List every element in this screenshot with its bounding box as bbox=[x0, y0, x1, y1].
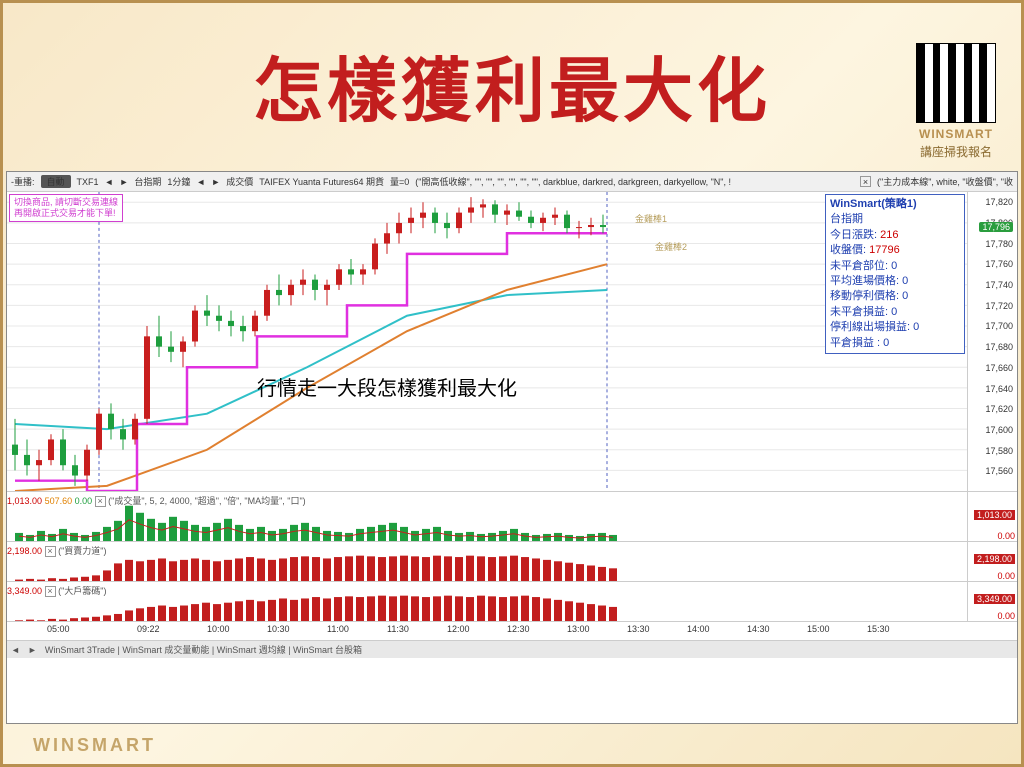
y-tick: 17,760 bbox=[985, 259, 1013, 269]
panel-row: 平均進場價格: 0 bbox=[830, 274, 960, 289]
x-tick: 09:22 bbox=[137, 624, 160, 634]
x-tick: 13:30 bbox=[627, 624, 650, 634]
nav2-next-icon[interactable]: ► bbox=[211, 177, 220, 187]
panel-row: 台指期 bbox=[830, 212, 960, 227]
x-axis: 05:00 09:22 10:00 10:30 11:00 11:30 12:00 12:30… bbox=[7, 622, 1017, 640]
scroll-left-icon[interactable]: ◄ bbox=[11, 645, 20, 655]
nav-next-icon[interactable]: ► bbox=[119, 177, 128, 187]
x-tick: 10:30 bbox=[267, 624, 290, 634]
panel-title: WinSmart(策略1) bbox=[830, 197, 960, 212]
sub1-y-axis: 1,013.00 0.00 bbox=[967, 492, 1017, 541]
y-tick: 17,700 bbox=[985, 321, 1013, 331]
panel-row: 收盤價: 17796 bbox=[830, 243, 960, 258]
y-tick-highlight: 17,796 bbox=[979, 222, 1013, 232]
x-tick: 12:30 bbox=[507, 624, 530, 634]
indicator-desc: ("開高低收線", "", "", "", "", "", "", darkbl… bbox=[415, 175, 731, 188]
volume-subchart[interactable]: 1,013.00 507.60 0.00 × ("成交量", 5, 2, 400… bbox=[7, 492, 1017, 542]
chart-annotation: 行情走一大段怎樣獲利最大化 bbox=[257, 372, 517, 401]
chart-toolbar: -重播: 自動 TXF1 ◄ ► 台指期 1分鐘 ◄ ► 成交價 TAIFEX … bbox=[7, 172, 1017, 192]
interval-label[interactable]: 1分鐘 bbox=[167, 175, 190, 188]
y-tick: 17,640 bbox=[985, 384, 1013, 394]
panel-row: 未平倉部位: 0 bbox=[830, 259, 960, 274]
qr-block: WINSMART 講座掃我報名 bbox=[916, 43, 996, 160]
warning-line2: 再開啟正式交易才能下單! bbox=[14, 208, 118, 219]
x-tick: 05:00 bbox=[47, 624, 70, 634]
main-title: 怎樣獲利最大化 bbox=[253, 35, 771, 136]
qr-subtitle: 講座掃我報名 bbox=[916, 143, 996, 160]
sub3-y-axis: 3,349.00 0.00 bbox=[967, 582, 1017, 621]
x-tick: 13:00 bbox=[567, 624, 590, 634]
y-tick: 17,560 bbox=[985, 466, 1013, 476]
y-tick: 17,780 bbox=[985, 239, 1013, 249]
chart-application: -重播: 自動 TXF1 ◄ ► 台指期 1分鐘 ◄ ► 成交價 TAIFEX … bbox=[6, 171, 1018, 724]
source-label: TAIFEX Yuanta Futures64 期貨 bbox=[259, 175, 384, 188]
x-tick: 15:00 bbox=[807, 624, 830, 634]
x-tick: 10:00 bbox=[207, 624, 230, 634]
footer-logo: WINSMART bbox=[33, 735, 156, 756]
symbol-label[interactable]: TXF1 bbox=[77, 177, 99, 187]
nav2-prev-icon[interactable]: ◄ bbox=[196, 177, 205, 187]
x-tick: 11:00 bbox=[327, 624, 349, 634]
scroll-right-icon[interactable]: ► bbox=[28, 645, 37, 655]
nav-prev-icon[interactable]: ◄ bbox=[105, 177, 114, 187]
bottom-tabs: ◄ ► WinSmart 3Trade | WinSmart 成交量動能 | W… bbox=[7, 640, 1017, 658]
header: 怎樣獲利最大化 WINSMART 講座掃我報名 bbox=[3, 3, 1021, 168]
panel-row: 移動停利價格: 0 bbox=[830, 289, 960, 304]
x-tick: 14:30 bbox=[747, 624, 770, 634]
auto-button[interactable]: 自動 bbox=[41, 175, 71, 188]
x-tick: 12:00 bbox=[447, 624, 470, 634]
panel-row: 平倉損益 : 0 bbox=[830, 336, 960, 351]
live-label: -重播: bbox=[11, 175, 35, 188]
close-indicator-icon[interactable]: × bbox=[860, 176, 871, 187]
y-tick: 17,600 bbox=[985, 425, 1013, 435]
y-tick: 17,720 bbox=[985, 301, 1013, 311]
y-tick: 17,660 bbox=[985, 363, 1013, 373]
strategy-info-panel: WinSmart(策略1) 台指期今日漲跌: 216收盤價: 17796未平倉部… bbox=[825, 194, 965, 354]
product-label: 台指期 bbox=[134, 175, 161, 188]
right-indicator-desc: ("主力成本線", white, "收盤價", "收 bbox=[877, 175, 1013, 188]
buysell-subchart[interactable]: 2,198.00 × ("買賣力道") 2,198.00 0.00 bbox=[7, 542, 1017, 582]
warning-line1: 切換商品, 請切斷交易連線 bbox=[14, 197, 118, 208]
x-tick: 11:30 bbox=[387, 624, 409, 634]
warning-notice: 切換商品, 請切斷交易連線 再開啟正式交易才能下單! bbox=[9, 194, 123, 222]
marker-jin2: 金雞棒2 bbox=[655, 240, 687, 253]
y-tick: 17,820 bbox=[985, 197, 1013, 207]
tab-items[interactable]: WinSmart 3Trade | WinSmart 成交量動能 | WinSm… bbox=[45, 643, 362, 656]
sub2-y-axis: 2,198.00 0.00 bbox=[967, 542, 1017, 581]
main-price-chart[interactable]: 切換商品, 請切斷交易連線 再開啟正式交易才能下單! WinSmart(策略1)… bbox=[7, 192, 1017, 492]
qr-code-icon bbox=[916, 43, 996, 123]
x-tick: 15:30 bbox=[867, 624, 890, 634]
vol-label: 成交價 bbox=[226, 175, 253, 188]
y-tick: 17,740 bbox=[985, 280, 1013, 290]
panel-row: 未平倉損益: 0 bbox=[830, 305, 960, 320]
qr-brand: WINSMART bbox=[916, 127, 996, 141]
bigplayer-subchart[interactable]: 3,349.00 × ("大戶籌碼") 3,349.00 0.00 bbox=[7, 582, 1017, 622]
qty-label: 量=0 bbox=[390, 175, 409, 188]
panel-row: 停利線出場損益: 0 bbox=[830, 320, 960, 335]
y-tick: 17,620 bbox=[985, 404, 1013, 414]
marker-jin1: 金雞棒1 bbox=[635, 212, 667, 225]
chart-canvas bbox=[7, 192, 967, 491]
y-tick: 17,680 bbox=[985, 342, 1013, 352]
x-tick: 14:00 bbox=[687, 624, 710, 634]
presentation-frame: 怎樣獲利最大化 WINSMART 講座掃我報名 -重播: 自動 TXF1 ◄ bbox=[0, 0, 1024, 767]
y-tick: 17,580 bbox=[985, 446, 1013, 456]
y-axis: 17,560 17,580 17,600 17,620 17,640 17,660 17,6… bbox=[967, 192, 1017, 491]
panel-row: 今日漲跌: 216 bbox=[830, 228, 960, 243]
